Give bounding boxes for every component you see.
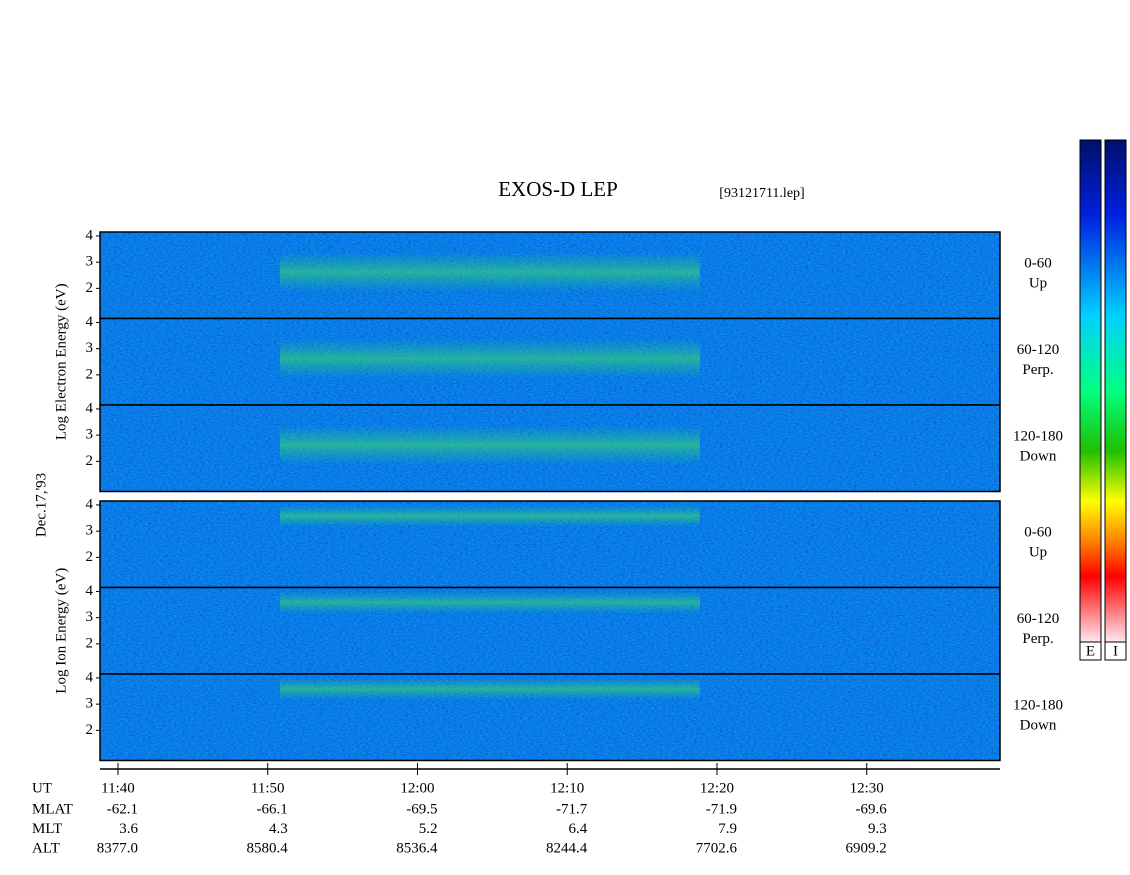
y-tick-label: 4 xyxy=(86,314,94,330)
ephemeris-value: 7.9 xyxy=(718,821,737,837)
group-axis-label: Log Ion Energy (eV) xyxy=(53,568,69,694)
x-tick-label: 11:50 xyxy=(251,780,285,796)
x-tick-label: 12:30 xyxy=(850,780,884,796)
y-tick-label: 2 xyxy=(86,635,94,651)
y-tick-label: 2 xyxy=(86,366,94,382)
direction-label: Down xyxy=(1020,718,1057,734)
x-tick-label: 12:20 xyxy=(700,780,734,796)
angle-label: 0-60 xyxy=(1024,525,1052,541)
ephemeris-value: 3.6 xyxy=(119,821,138,837)
colorbar-label-box xyxy=(1104,641,1127,661)
ephemeris-value: 8536.4 xyxy=(396,840,438,856)
y-tick-label: 3 xyxy=(86,609,94,625)
x-axis-label: UT xyxy=(32,780,52,796)
colorbar-label-box xyxy=(1079,641,1102,661)
ephemeris-name: MLT xyxy=(32,821,62,837)
ephemeris-value: 7702.6 xyxy=(696,840,738,856)
colorbar-label: I xyxy=(1113,643,1118,659)
ephemeris-value: -69.5 xyxy=(406,801,437,817)
ephemeris-value: -71.9 xyxy=(706,801,737,817)
group-axis-label: Log Electron Energy (eV) xyxy=(53,283,69,440)
y-tick-label: 2 xyxy=(86,722,94,738)
y-tick-label: 3 xyxy=(86,340,94,356)
panel-frame xyxy=(99,673,1001,762)
spectrogram-band xyxy=(280,338,700,379)
angle-label: 120-180 xyxy=(1013,429,1063,445)
ephemeris-value: 8244.4 xyxy=(546,840,588,856)
ephemeris-value: 6909.2 xyxy=(845,840,886,856)
ephemeris-value: -69.6 xyxy=(855,801,887,817)
x-tick-label: 12:10 xyxy=(550,780,584,796)
spectrogram-band xyxy=(280,505,700,527)
direction-label: Perp. xyxy=(1022,362,1053,378)
direction-label: Up xyxy=(1029,276,1047,292)
y-tick-label: 4 xyxy=(86,583,94,599)
ephemeris-value: -62.1 xyxy=(107,801,138,817)
direction-label: Perp. xyxy=(1022,631,1053,647)
ephemeris-value: 8580.4 xyxy=(246,840,288,856)
angle-label: 120-180 xyxy=(1013,698,1063,714)
y-tick-label: 4 xyxy=(86,400,94,416)
date-label: Dec.17,'93 xyxy=(33,473,49,537)
y-tick-label: 2 xyxy=(86,280,94,296)
panel-frame xyxy=(99,404,1001,493)
chart-title: EXOS-D LEP xyxy=(498,177,618,201)
ephemeris-value: 9.3 xyxy=(868,821,887,837)
y-tick-label: 2 xyxy=(86,453,94,469)
y-tick-label: 3 xyxy=(86,254,94,270)
direction-label: Down xyxy=(1020,449,1057,465)
y-tick-label: 2 xyxy=(86,549,94,565)
x-tick-label: 11:40 xyxy=(101,780,135,796)
spectrogram-band xyxy=(280,425,700,465)
direction-label: Up xyxy=(1029,545,1047,561)
angle-label: 60-120 xyxy=(1017,342,1060,358)
y-tick-label: 3 xyxy=(86,427,94,443)
y-tick-label: 4 xyxy=(86,669,94,685)
ephemeris-name: MLAT xyxy=(32,801,73,817)
angle-label: 0-60 xyxy=(1024,256,1052,272)
y-tick-label: 3 xyxy=(86,523,94,539)
ephemeris-value: 5.2 xyxy=(419,821,438,837)
y-tick-label: 4 xyxy=(86,496,94,512)
spectrogram-band xyxy=(280,252,700,292)
ephemeris-value: 8377.0 xyxy=(97,840,138,856)
ephemeris-name: ALT xyxy=(32,840,60,856)
angle-label: 60-120 xyxy=(1017,611,1060,627)
x-tick-label: 12:00 xyxy=(400,780,434,796)
y-tick-label: 3 xyxy=(86,696,94,712)
colorbar xyxy=(1079,139,1102,643)
colorbar xyxy=(1104,139,1127,643)
ephemeris-value: 6.4 xyxy=(568,821,587,837)
y-tick-label: 4 xyxy=(86,227,94,243)
ephemeris-value: -71.7 xyxy=(556,801,588,817)
spectrogram-band xyxy=(280,591,700,614)
ephemeris-value: 4.3 xyxy=(269,821,288,837)
spectrogram-band xyxy=(280,678,700,700)
file-label: [93121711.lep] xyxy=(719,186,804,201)
colorbar-label: E xyxy=(1086,643,1095,659)
ephemeris-value: -66.1 xyxy=(256,801,287,817)
